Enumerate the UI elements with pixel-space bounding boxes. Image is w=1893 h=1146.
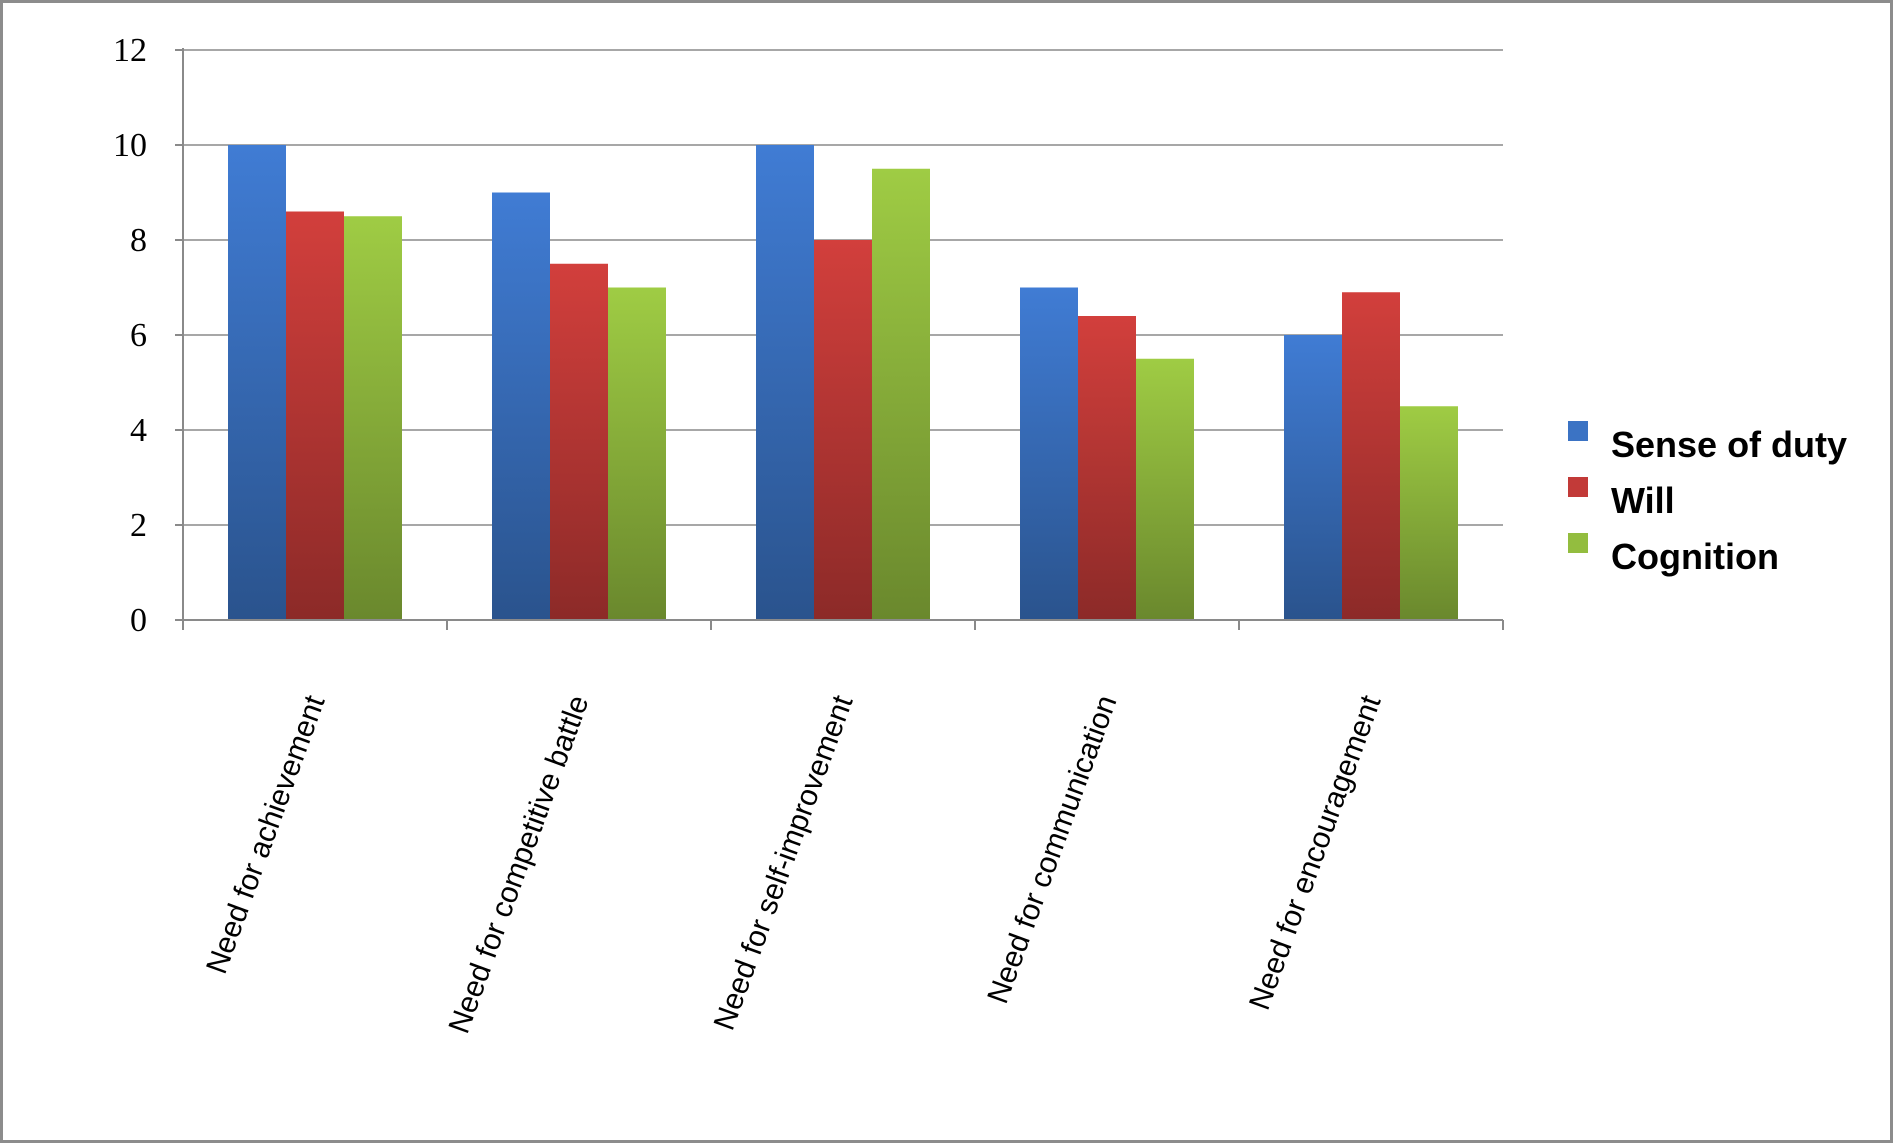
bar-will xyxy=(286,211,344,620)
bars xyxy=(228,145,1458,620)
bar-will xyxy=(550,263,608,620)
legend-label: Sense of duty xyxy=(1611,424,1847,465)
y-tick-label: 8 xyxy=(130,222,147,259)
y-tick-label: 0 xyxy=(130,602,147,639)
x-tick-label: Need for self-improvement xyxy=(708,690,860,1034)
x-tick-label: Need for encouragement xyxy=(1243,690,1388,1014)
x-tick-label: Need for competitive battle xyxy=(443,691,596,1038)
bar-cognition xyxy=(344,216,402,620)
axes xyxy=(175,48,1504,630)
y-tick-label: 2 xyxy=(130,507,147,544)
bar-cognition xyxy=(1136,358,1194,620)
bar-cognition xyxy=(608,287,666,620)
x-tick-label: Need for achievement xyxy=(200,690,332,978)
y-axis-ticks: 0 2 4 6 8 10 12 xyxy=(113,32,147,639)
x-axis-ticks: Need for achievement Need for competitive… xyxy=(200,690,1388,1037)
legend-swatch xyxy=(1568,477,1588,497)
bar-will xyxy=(1078,316,1136,620)
bar-sense-of-duty xyxy=(492,192,550,620)
bar-sense-of-duty xyxy=(756,145,814,620)
y-tick-label: 6 xyxy=(130,317,147,354)
bar-chart: 0 2 4 6 8 10 12 Need for achievement Need for c… xyxy=(113,32,1847,1038)
bar-will xyxy=(814,240,872,620)
legend-label: Cognition xyxy=(1611,536,1779,577)
legend-swatch xyxy=(1568,421,1588,441)
bar-will xyxy=(1342,292,1400,620)
y-tick-label: 10 xyxy=(113,127,147,164)
legend-swatch xyxy=(1568,533,1588,553)
bar-sense-of-duty xyxy=(1284,335,1342,620)
legend: Sense of duty Will Cognition xyxy=(1568,421,1847,577)
legend-label: Will xyxy=(1611,480,1675,521)
bar-cognition xyxy=(872,168,930,620)
bar-cognition xyxy=(1400,406,1458,620)
y-tick-label: 4 xyxy=(130,412,147,449)
bar-sense-of-duty xyxy=(228,145,286,620)
bar-sense-of-duty xyxy=(1020,287,1078,620)
x-tick-label: Need for communication xyxy=(981,691,1123,1008)
y-tick-label: 12 xyxy=(113,32,147,69)
